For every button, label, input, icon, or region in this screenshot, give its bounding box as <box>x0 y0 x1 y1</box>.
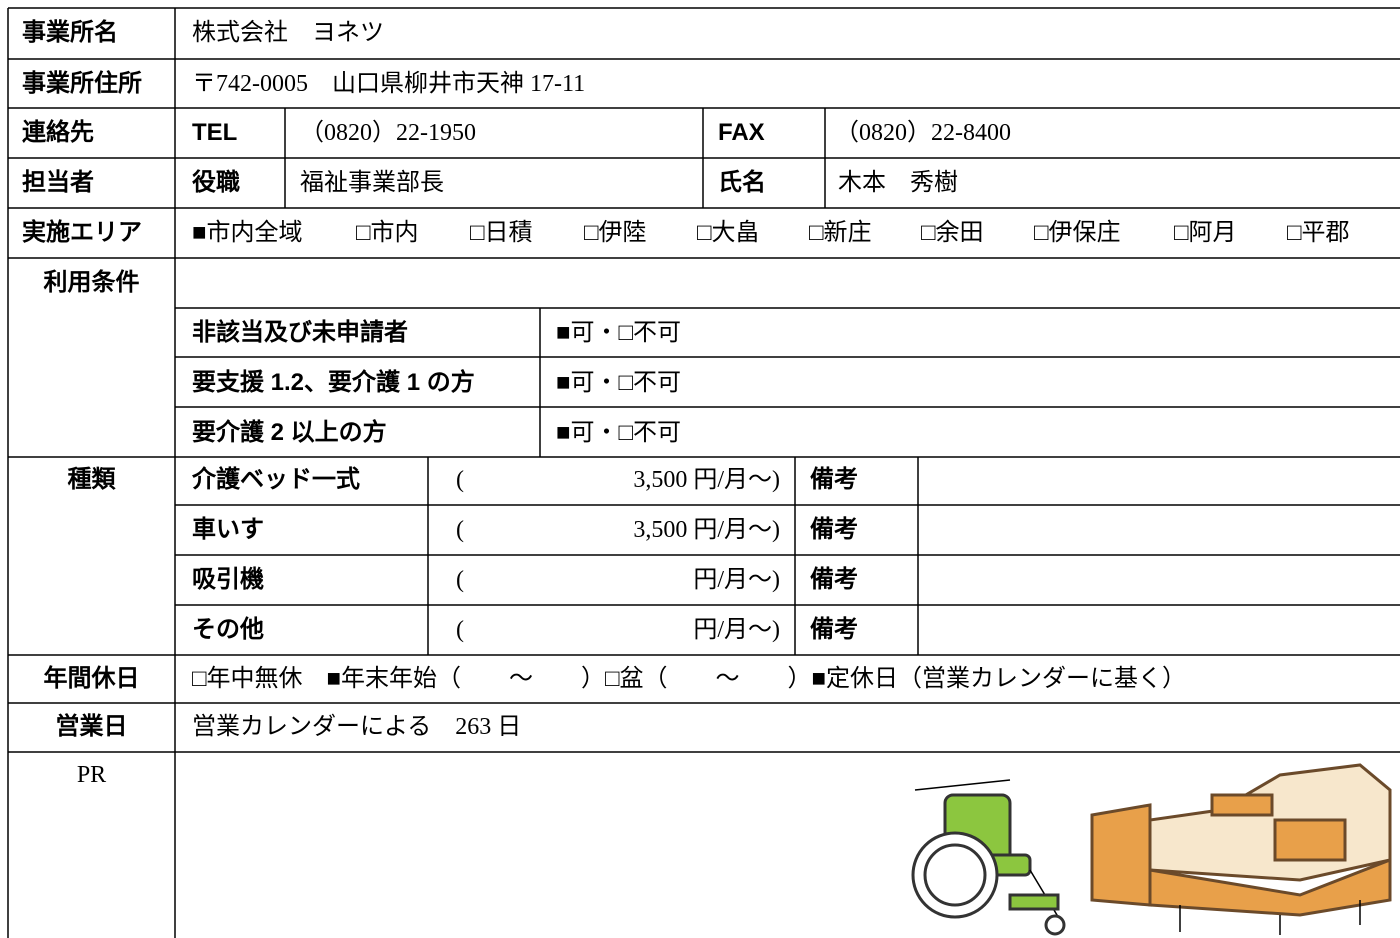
note-label: 備考 <box>810 466 858 493</box>
label: 年間休日 <box>43 665 140 692</box>
area-option: □日積 <box>470 220 533 246</box>
grid-lines <box>7 7 1400 938</box>
value: （0820）22-8400 <box>835 120 1011 146</box>
area-option: ■市内全域 <box>192 220 303 246</box>
price: 3,500 円/月～) <box>633 517 780 543</box>
price: 3,500 円/月～) <box>633 467 780 493</box>
condition-name: 要支援 1.2、要介護 1 の方 <box>192 369 475 396</box>
area-option: □伊陸 <box>584 220 647 246</box>
note-label: 備考 <box>810 516 858 543</box>
sub-label: TEL <box>192 119 238 146</box>
price-open: ( <box>456 617 464 643</box>
label: 連絡先 <box>22 119 94 146</box>
value: □年中無休 ■年末年始（ ～ ）□盆（ ～ ）■定休日（営業カレンダーに基く） <box>192 666 1186 692</box>
condition-value: ■可・□不可 <box>556 320 681 346</box>
area-option: □阿月 <box>1174 220 1237 246</box>
sub-label: FAX <box>718 119 765 146</box>
note-label: 備考 <box>810 566 858 593</box>
price: 円/月～) <box>693 567 780 593</box>
label: 事業所住所 <box>22 70 142 97</box>
sub-label: 役職 <box>192 169 240 196</box>
note-label: 備考 <box>810 616 858 643</box>
price-open: ( <box>456 517 464 543</box>
condition-name: 要介護 2 以上の方 <box>192 419 387 446</box>
area-option: □伊保庄 <box>1034 220 1121 246</box>
sub-label: 氏名 <box>718 169 766 196</box>
value: 福祉事業部長 <box>300 170 444 196</box>
area-option: □新庄 <box>809 220 872 246</box>
wheelchair-illustration <box>911 779 1066 936</box>
price-open: ( <box>456 467 464 493</box>
type-name: 吸引機 <box>192 566 264 593</box>
value: 営業カレンダーによる 263 日 <box>192 714 522 740</box>
area-option: □余田 <box>921 220 984 246</box>
price-open: ( <box>456 567 464 593</box>
type-name: 車いす <box>192 516 264 543</box>
price: 円/月～) <box>693 617 780 643</box>
type-name: その他 <box>192 616 264 643</box>
condition-value: ■可・□不可 <box>556 370 681 396</box>
value: （0820）22-1950 <box>300 120 476 146</box>
value: 〒742-0005 山口県柳井市天神 17-11 <box>192 71 586 97</box>
label: PR <box>76 762 107 788</box>
area-option: □平郡 <box>1287 220 1350 246</box>
label: 営業日 <box>55 713 128 740</box>
label: 事業所名 <box>22 19 118 46</box>
label: 種類 <box>67 466 116 493</box>
value: 株式会社 ヨネツ <box>192 20 384 46</box>
value: 木本 秀樹 <box>838 170 958 196</box>
type-name: 介護ベッド一式 <box>192 466 360 493</box>
condition-name: 非該当及び未申請者 <box>192 319 408 346</box>
area-option: □大畠 <box>697 220 760 246</box>
label: 利用条件 <box>43 269 140 296</box>
condition-value: ■可・□不可 <box>556 420 681 446</box>
label: 実施エリア <box>22 219 142 246</box>
label: 担当者 <box>22 169 94 196</box>
bed-illustration <box>1090 763 1392 935</box>
area-option: □市内 <box>356 220 419 246</box>
